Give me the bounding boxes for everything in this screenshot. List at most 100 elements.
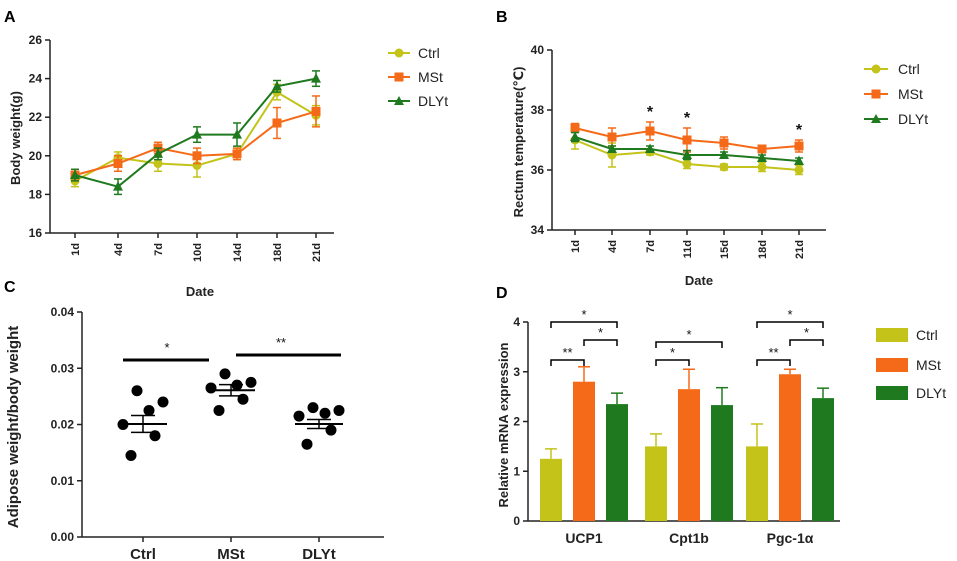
panel-d-y-tick-label-0: 0 bbox=[513, 514, 520, 528]
panel-b-series-mst-point-0 bbox=[570, 123, 580, 133]
panel-d-sig-label-7: * bbox=[787, 307, 792, 322]
panel-b-series-mst-point-3 bbox=[682, 135, 692, 145]
panel-a-series-mst-point-6 bbox=[311, 106, 321, 116]
panel-c-point-2-0 bbox=[301, 438, 313, 450]
panel-d-error-mst-0 bbox=[578, 366, 590, 382]
panel-b-y-tick-label-0: 34 bbox=[531, 223, 545, 237]
panel-c-point-0-4 bbox=[157, 396, 169, 408]
panel-c-point-0-5 bbox=[131, 385, 143, 397]
panel-a-y-tick-label-2: 20 bbox=[29, 149, 43, 163]
panel-d-sig-label-4: * bbox=[686, 327, 691, 342]
panel-d-sig-bracket-2 bbox=[550, 321, 618, 328]
panel-d-legend: Ctrl MSt DLYt bbox=[876, 327, 946, 401]
panel-b-series-ctrl-point-4 bbox=[719, 162, 729, 172]
panel-label-d: D bbox=[496, 285, 508, 302]
panel-b-series-mst-point-4 bbox=[719, 138, 729, 148]
panel-a-xlabel: Date bbox=[186, 284, 214, 299]
panel-b-annotation-0: * bbox=[647, 104, 654, 121]
panel-b-ylabel: Rectum temperature(℃) bbox=[511, 67, 526, 218]
panel-c-sig-label-0: * bbox=[164, 340, 169, 355]
legend-a-mst-label: MSt bbox=[418, 69, 443, 85]
panel-b-x-tick-label-2: 7d bbox=[645, 240, 657, 253]
legend-b-mst-label: MSt bbox=[898, 86, 923, 102]
panel-c-y-tick-label-4: 0.04 bbox=[51, 305, 75, 319]
panel-a-x-tick-label-1: 4d bbox=[113, 243, 125, 256]
legend-d-dlyt-swatch bbox=[876, 386, 908, 400]
panel-a-y-tick-label-1: 18 bbox=[29, 187, 43, 201]
panel-b-series-dlyt-point-6 bbox=[794, 155, 804, 165]
panel-d-y-tick-label-3: 3 bbox=[513, 365, 520, 379]
panel-a-y-tick-label-5: 26 bbox=[29, 33, 43, 47]
panel-c-y-tick-label-0: 0.00 bbox=[51, 530, 75, 544]
panel-c-point-1-5 bbox=[219, 368, 231, 380]
panel-b-series-dlyt-point-1 bbox=[607, 143, 617, 153]
panel-d-x-tick-label-1: Cpt1b bbox=[669, 530, 709, 546]
panel-b-y-tick-label-1: 36 bbox=[531, 163, 545, 177]
panel-a-series-dlyt-point-5 bbox=[272, 80, 282, 91]
panel-d-error-ctrl-2 bbox=[751, 423, 763, 447]
panel-b-series-dlyt-point-2 bbox=[645, 143, 655, 153]
panel-c-point-1-2 bbox=[205, 382, 217, 394]
panel-d-ylabel: Relative mRNA expression bbox=[496, 342, 511, 507]
panel-a-x-tick-label-5: 18d bbox=[272, 243, 284, 262]
panel-b-annotation-1: * bbox=[684, 110, 691, 127]
legend-d-ctrl-label: Ctrl bbox=[916, 327, 938, 343]
panel-d-x-tick-label-2: Pgc-1α bbox=[767, 530, 814, 546]
panel-d-bar-mst-2 bbox=[779, 374, 801, 521]
panel-a-series-dlyt-point-6 bbox=[311, 73, 321, 83]
panel-b-series-dlyt-point-5 bbox=[757, 152, 767, 162]
panel-d-sig-label-5: ** bbox=[768, 345, 778, 360]
legend-d-dlyt-label: DLYt bbox=[916, 385, 946, 401]
panel-d-bar-mst-0 bbox=[573, 381, 595, 521]
panel-b-x-tick-label-0: 1d bbox=[570, 240, 582, 253]
panel-b-annotation-2: * bbox=[796, 122, 803, 139]
legend-a-ctrl-marker bbox=[394, 48, 404, 58]
panel-a-series-mst-point-3 bbox=[192, 151, 202, 161]
panel-c-point-0-0 bbox=[125, 449, 137, 461]
panel-a-series-dlyt-point-1 bbox=[113, 181, 123, 191]
panel-d-sig-bracket-5 bbox=[756, 359, 791, 366]
panel-c-ylabel: Adipose weight/body weight bbox=[5, 326, 22, 529]
panel-label-a: A bbox=[4, 9, 16, 26]
panel-d-error-ctrl-0 bbox=[545, 448, 557, 459]
panel-a-x-tick-label-0: 1d bbox=[70, 243, 82, 256]
panel-b-series-dlyt-point-0 bbox=[570, 131, 580, 141]
panel-b-y-tick-label-2: 38 bbox=[531, 103, 545, 117]
panel-c-point-2-4 bbox=[333, 404, 345, 416]
panel-a-series-dlyt-point-0 bbox=[70, 169, 80, 180]
panel-b-series-mst-point-5 bbox=[757, 144, 767, 154]
panel-a-legend: Ctrl MSt DLYt bbox=[388, 45, 448, 109]
panel-d-bar-ctrl-2 bbox=[746, 446, 768, 521]
legend-b-mst-marker bbox=[871, 89, 881, 99]
panel-a-y-tick-label-0: 16 bbox=[29, 226, 43, 240]
panel-d-y-tick-label-2: 2 bbox=[513, 415, 520, 429]
panel-d-sig-bracket-1 bbox=[583, 339, 618, 346]
panel-a-x-tick-label-3: 10d bbox=[192, 243, 204, 262]
panel-d-x-tick-label-0: UCP1 bbox=[565, 530, 603, 546]
panel-a-x-tick-label-6: 21d bbox=[311, 243, 323, 262]
panel-c-point-1-3 bbox=[231, 379, 243, 391]
panel-d-bar-mst-1 bbox=[678, 389, 700, 521]
panel-label-b: B bbox=[496, 9, 508, 26]
panel-a-ylabel: Body weight(g) bbox=[8, 91, 23, 185]
legend-a-mst-marker bbox=[394, 72, 404, 82]
panel-b-x-tick-label-1: 4d bbox=[607, 240, 619, 253]
panel-a-x-tick-label-4: 14d bbox=[232, 243, 244, 262]
panel-a-series-dlyt-point-2 bbox=[153, 148, 163, 158]
panel-b-series-ctrl-point-3 bbox=[682, 159, 692, 169]
panel-d-y-tick-label-1: 1 bbox=[513, 464, 520, 478]
panel-d-sig-bracket-4 bbox=[655, 341, 723, 348]
panel-c-point-0-2 bbox=[117, 419, 129, 430]
panel-d-sig-bracket-3 bbox=[655, 359, 690, 366]
legend-b-dlyt-label: DLYt bbox=[898, 111, 928, 127]
panel-c-point-2-5 bbox=[307, 402, 319, 414]
legend-d-ctrl-swatch bbox=[876, 328, 908, 342]
panel-d-error-mst-1 bbox=[683, 368, 695, 390]
panel-c-point-0-1 bbox=[149, 430, 161, 442]
panel-d-bar-ctrl-0 bbox=[540, 458, 562, 521]
panel-d-sig-label-3: * bbox=[670, 345, 675, 360]
legend-a-ctrl-label: Ctrl bbox=[418, 45, 440, 61]
legend-d-mst-label: MSt bbox=[916, 357, 941, 373]
panel-c-point-1-4 bbox=[245, 376, 257, 388]
